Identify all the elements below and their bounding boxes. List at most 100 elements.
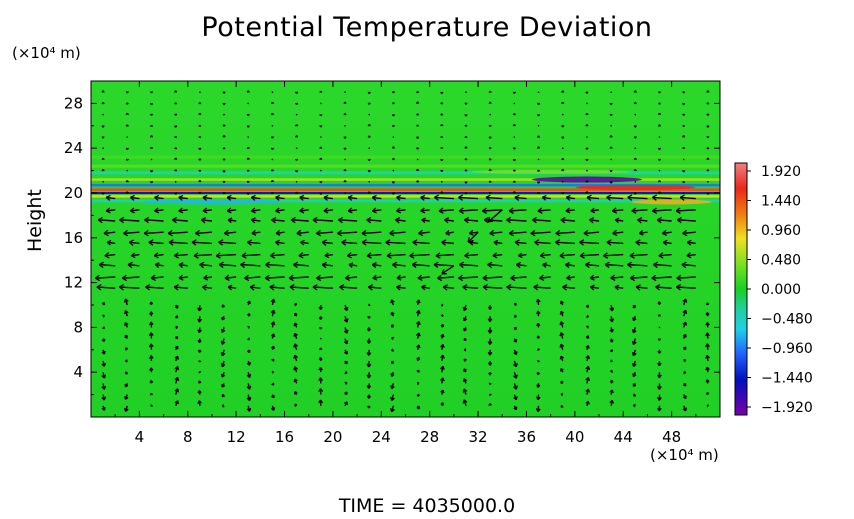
wind-vector bbox=[488, 191, 492, 194]
wind-vector bbox=[101, 157, 105, 161]
wind-vector bbox=[197, 390, 202, 394]
wind-vector bbox=[610, 158, 612, 161]
jet-vector bbox=[385, 239, 391, 246]
wind-vector bbox=[294, 303, 298, 307]
wind-vector bbox=[390, 385, 395, 390]
jet-vector bbox=[464, 252, 470, 259]
jet-vector bbox=[265, 276, 285, 279]
wind-vector bbox=[513, 326, 517, 331]
wind-vector bbox=[198, 135, 202, 139]
wind-vector bbox=[633, 192, 637, 195]
jet-vector bbox=[250, 286, 261, 289]
jet-vector bbox=[590, 209, 600, 212]
jet-vector bbox=[201, 219, 213, 222]
wind-vector bbox=[706, 135, 710, 139]
jet-vector bbox=[129, 241, 140, 245]
wind-vector bbox=[512, 191, 516, 194]
wind-vector bbox=[198, 370, 202, 374]
wind-vector bbox=[415, 320, 421, 326]
jet-vector bbox=[492, 252, 498, 259]
wind-vector bbox=[197, 318, 203, 323]
y-tick-label: 8 bbox=[73, 318, 83, 336]
jet-vector bbox=[96, 284, 102, 291]
jet-vector bbox=[296, 231, 309, 235]
jet-vector bbox=[154, 194, 160, 201]
wind-vector bbox=[585, 180, 589, 183]
wind-vector bbox=[320, 337, 322, 340]
wind-vector bbox=[706, 113, 710, 116]
wind-vector bbox=[609, 349, 613, 353]
temperature-band bbox=[91, 195, 720, 198]
wind-vector bbox=[415, 168, 420, 172]
jet-vector bbox=[271, 216, 277, 224]
wind-vector bbox=[488, 372, 492, 376]
wind-vector bbox=[415, 136, 420, 139]
wind-vector bbox=[101, 168, 105, 172]
wind-vector bbox=[343, 169, 347, 172]
wind-vector bbox=[682, 113, 686, 116]
wind-vector bbox=[101, 136, 105, 139]
wind-vector bbox=[416, 91, 420, 94]
jet-vector bbox=[150, 274, 156, 282]
jet-vector bbox=[144, 219, 164, 222]
jet-vector bbox=[680, 196, 696, 200]
wind-vector bbox=[125, 124, 129, 127]
jet-vector bbox=[579, 239, 585, 246]
jet-vector bbox=[94, 274, 101, 282]
wind-vector bbox=[247, 102, 250, 105]
wind-vector bbox=[463, 368, 467, 372]
jet-vector bbox=[467, 237, 474, 243]
wind-vector bbox=[609, 169, 613, 173]
wind-vector bbox=[585, 147, 589, 150]
jet-vector bbox=[630, 276, 648, 279]
jet-vector bbox=[275, 209, 285, 212]
jet-vector bbox=[565, 263, 575, 267]
jet-vector bbox=[681, 263, 696, 267]
wind-vector bbox=[682, 321, 688, 326]
jet-vector bbox=[534, 239, 540, 246]
jet-vector bbox=[270, 253, 285, 257]
jet-vector bbox=[361, 229, 367, 237]
jet-vector bbox=[372, 274, 378, 281]
jet-vector bbox=[119, 284, 125, 291]
jet-vector bbox=[489, 229, 495, 237]
wind-vector bbox=[536, 335, 541, 339]
temperature-band bbox=[91, 164, 720, 168]
wind-vector bbox=[294, 403, 298, 407]
wind-vector bbox=[609, 181, 613, 184]
wind-vector bbox=[222, 170, 226, 173]
jet-vector bbox=[518, 253, 527, 257]
wind-vector bbox=[101, 192, 105, 195]
wind-vector bbox=[513, 136, 516, 138]
wind-vector bbox=[366, 328, 371, 332]
jet-vector bbox=[312, 286, 333, 289]
wind-vector bbox=[440, 91, 444, 95]
wind-vector bbox=[633, 157, 637, 161]
jet-vector bbox=[174, 286, 188, 289]
wind-vector bbox=[462, 306, 468, 312]
wind-vector bbox=[101, 302, 106, 306]
jet-vector bbox=[168, 231, 188, 235]
jet-vector bbox=[514, 241, 527, 245]
jet-vector bbox=[174, 253, 188, 257]
wind-vector bbox=[344, 361, 348, 365]
wind-vector bbox=[198, 179, 202, 183]
jet-vector bbox=[458, 274, 464, 282]
jet-vector bbox=[128, 239, 134, 246]
wind-vector bbox=[222, 158, 226, 161]
wind-vector bbox=[295, 91, 299, 94]
jet-vector bbox=[337, 229, 343, 237]
jet-vector bbox=[679, 194, 685, 201]
wind-vector bbox=[462, 388, 468, 393]
wind-vector bbox=[222, 124, 226, 127]
wind-vector bbox=[390, 373, 395, 377]
wind-vector bbox=[559, 332, 565, 337]
wind-vector bbox=[221, 384, 226, 388]
wind-vector bbox=[271, 370, 275, 374]
jet-vector bbox=[655, 286, 672, 289]
jet-vector bbox=[676, 209, 696, 212]
jet-vector bbox=[178, 196, 188, 200]
wind-vector bbox=[537, 348, 540, 351]
jet-vector bbox=[385, 241, 406, 245]
jet-vector bbox=[458, 276, 479, 279]
